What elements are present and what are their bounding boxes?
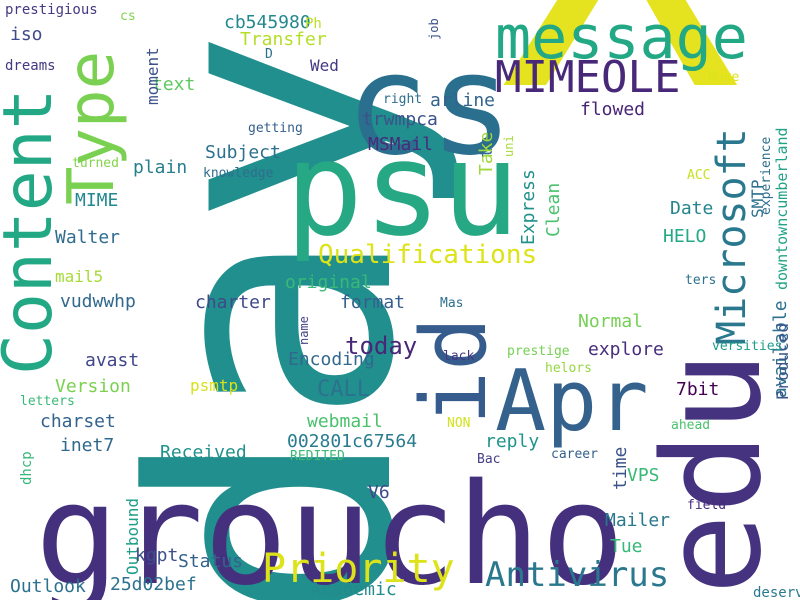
word-downtowncumberland: downtowncumberland — [773, 127, 791, 290]
word-tue: Tue — [610, 535, 643, 557]
word-dreams: dreams — [5, 58, 56, 75]
word-message: message — [495, 3, 748, 74]
word-charter: charter — [195, 291, 271, 313]
word-transfer: Transfer — [240, 28, 327, 50]
word-flowed: flowed — [580, 98, 646, 120]
word-helors: helors — [545, 360, 592, 376]
word-walter: Walter — [55, 226, 121, 248]
word-priority: Priority — [262, 545, 455, 592]
word-25d02bef: 25d02bef — [110, 573, 197, 595]
word-iso: iso — [10, 23, 43, 45]
word-career: career — [551, 446, 598, 462]
word-produced: Produced — [773, 322, 792, 400]
word-status: Status — [178, 550, 244, 572]
word-acc: ACC — [687, 167, 711, 183]
word-version: Version — [55, 375, 131, 397]
word-take: Take — [476, 131, 497, 175]
word-encoding: Encoding — [288, 348, 375, 370]
word-express: Express — [518, 169, 539, 245]
word-helo: HELO — [663, 225, 707, 247]
word-format: format — [340, 291, 406, 313]
word-avast: avast — [85, 349, 140, 371]
word-subject: Subject — [205, 141, 281, 163]
word-type: Type — [55, 50, 129, 205]
word-ters: ters — [685, 272, 717, 288]
word-psu: psu — [285, 112, 520, 265]
word-plain: plain — [133, 156, 188, 178]
word-knowledge: knowledge — [203, 165, 274, 181]
word-versities: versities — [712, 338, 783, 354]
word-reply: reply — [485, 430, 540, 452]
word-cb545980: cb545980 — [224, 11, 311, 33]
word-charset: charset — [40, 410, 116, 432]
word-arline: arline — [430, 89, 496, 111]
word-wed: Wed — [310, 55, 339, 75]
word-ph: Ph — [305, 16, 322, 33]
word-psmtp: psmtp — [190, 375, 239, 395]
word-today: today — [345, 332, 418, 361]
word-7bit: 7bit — [676, 378, 720, 400]
word-prestige: prestige — [507, 343, 570, 359]
word-date: Date — [670, 197, 714, 219]
word-antivirus: Antivirus — [485, 555, 670, 596]
word-move: Move — [708, 69, 740, 85]
word-mas: Mas — [440, 295, 464, 311]
word-groucho: groucho — [35, 453, 626, 600]
word-deserve: deserve — [753, 585, 800, 600]
word-received: Received — [160, 441, 247, 463]
word-uni: uni — [502, 135, 516, 157]
word-lack: lack — [443, 348, 475, 364]
word-prestigious: prestigious — [5, 2, 98, 19]
word-ahead: ahead — [671, 417, 711, 433]
word-mailer: Mailer — [605, 509, 671, 531]
word-inet7: inet7 — [60, 434, 115, 456]
word-non: NON — [447, 415, 471, 431]
word-vps: VPS — [627, 464, 660, 486]
word-text: text — [152, 73, 196, 95]
word-microsoft: Microsoft — [709, 128, 755, 345]
word-moment: moment — [143, 47, 162, 105]
word-trwmpca: trwmpca — [362, 108, 438, 130]
word-002801c67564: 002801c67564 — [287, 430, 418, 452]
word-mime: MIME — [75, 189, 119, 211]
word-webmail: webmail — [307, 410, 383, 432]
word-d: D — [265, 46, 273, 62]
word-cs: cs — [120, 8, 136, 24]
word-content: Content — [0, 88, 68, 375]
word-apr: Apr — [495, 351, 649, 451]
word-explore: explore — [588, 338, 664, 360]
word-vudwwhp: vudwwhp — [60, 290, 136, 312]
word-dhcp: dhcp — [19, 451, 35, 485]
word-bac: Bac — [477, 451, 501, 467]
word-academic: Academic — [310, 578, 397, 600]
word-qualifications: Qualifications — [318, 239, 538, 270]
word-outlook: Outlook — [10, 575, 86, 597]
word-cs: cs — [345, 23, 514, 187]
word-kgpt: kgpt — [135, 544, 179, 566]
word-letters: letters — [20, 393, 75, 409]
word-v6: V6 — [368, 481, 390, 503]
word-msmail: MSMail — [368, 133, 434, 155]
word-experience: experience — [759, 136, 774, 215]
word-getting: getting — [248, 120, 303, 136]
word-normal: Normal — [578, 310, 644, 332]
word-mail5: mail5 — [55, 266, 104, 286]
word-x: X — [500, 0, 741, 148]
word-name: name — [297, 316, 311, 345]
word-id: id — [402, 316, 507, 425]
word-right: right — [383, 91, 423, 107]
word-clean: Clean — [543, 182, 564, 237]
word-job: job — [427, 18, 441, 40]
word-turned: turned — [72, 155, 119, 171]
word-mimeole: MIMEOLE — [495, 51, 681, 103]
word-original: original — [285, 271, 372, 293]
word-call: CALL — [317, 376, 370, 402]
word-redited: REDITED — [290, 448, 345, 464]
word-field: field — [687, 497, 727, 513]
